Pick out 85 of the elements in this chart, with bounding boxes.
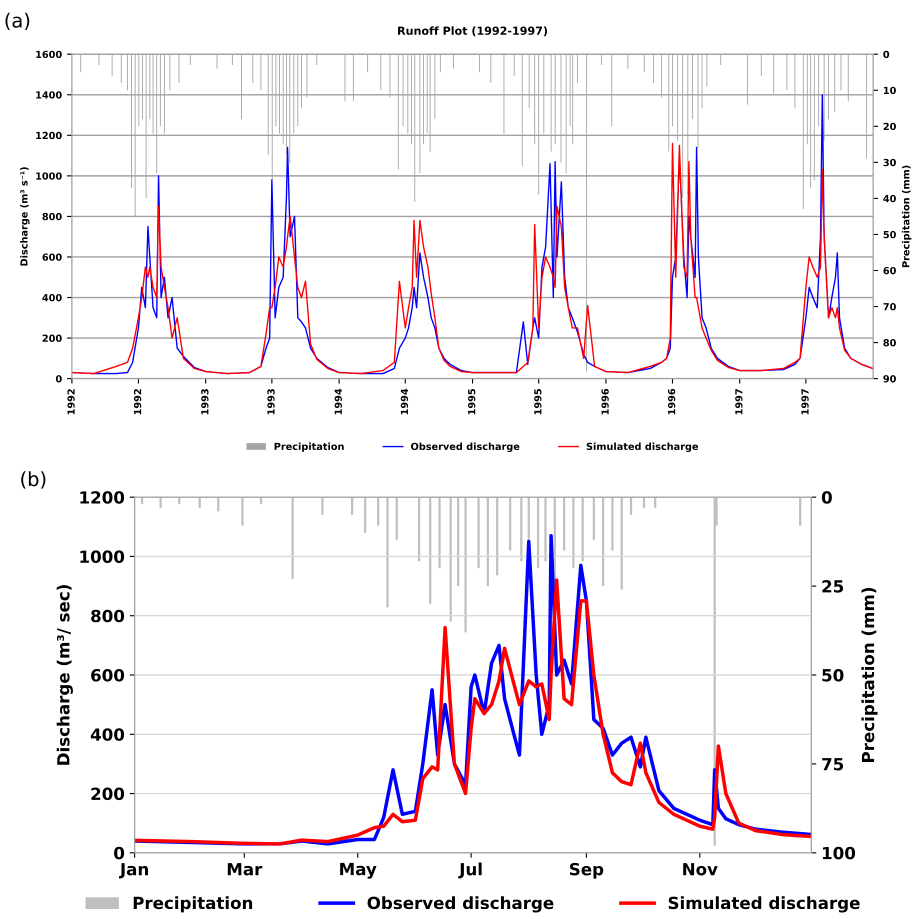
legend-label: Precipitation bbox=[134, 896, 252, 912]
x-tick-label: Sep bbox=[570, 862, 604, 879]
x-tick-label: Jul bbox=[458, 862, 482, 879]
x-tick-label: 1995 bbox=[468, 389, 476, 414]
bar bbox=[292, 497, 294, 579]
bar bbox=[351, 497, 354, 515]
bar bbox=[178, 497, 180, 504]
line-series bbox=[72, 142, 874, 374]
bar bbox=[554, 497, 556, 583]
bar bbox=[486, 497, 489, 586]
y2-tick-label: 0 bbox=[822, 491, 832, 504]
y-tick-label: 400 bbox=[90, 728, 124, 741]
x-tick-label: Jan bbox=[119, 863, 148, 879]
x-tick-label: 1992 bbox=[67, 389, 75, 414]
y-tick-label: 800 bbox=[42, 212, 62, 220]
y-tick-label: 600 bbox=[91, 668, 124, 682]
x-tick-label: 1996 bbox=[668, 388, 676, 414]
y2-tick-label: 50 bbox=[884, 230, 896, 238]
y2-tick-label: 30 bbox=[884, 158, 896, 166]
text: (a) bbox=[5, 12, 30, 30]
x-tick-label: 1997 bbox=[735, 389, 743, 414]
y-tick-label: 200 bbox=[42, 334, 62, 342]
bar bbox=[592, 497, 595, 540]
legend-label: Observed discharge bbox=[411, 442, 520, 452]
y-tick-label: 1200 bbox=[36, 132, 62, 140]
x-tick-label: 1993 bbox=[267, 389, 275, 414]
legend-label: Simulated discharge bbox=[668, 896, 860, 913]
bar bbox=[620, 497, 623, 590]
y2-tick-label: 100 bbox=[822, 846, 856, 860]
x-tick-label: Nov bbox=[683, 863, 718, 876]
y-tick-label: 800 bbox=[91, 610, 124, 622]
y-tick-label: 600 bbox=[42, 253, 62, 261]
y2-tick-label: 0 bbox=[883, 50, 890, 58]
y2-axis-title: Precipitation (mm) bbox=[861, 588, 878, 762]
y-tick-label: 400 bbox=[42, 294, 62, 302]
x-tick-label: 1992 bbox=[134, 389, 142, 414]
y-tick-label: 200 bbox=[91, 788, 124, 800]
y-tick-label: 1000 bbox=[80, 550, 124, 564]
bar bbox=[377, 497, 380, 526]
y-tick-label: 0 bbox=[56, 375, 62, 382]
x-tick-label: 1997 bbox=[801, 389, 809, 414]
bar bbox=[198, 497, 201, 508]
y2-tick-label: 90 bbox=[883, 375, 896, 382]
y-axis-title: Discharge (m³/ sec) bbox=[56, 585, 73, 765]
legend-label: Precipitation bbox=[274, 442, 344, 452]
y-tick-label: 1000 bbox=[36, 172, 62, 180]
bar bbox=[217, 497, 220, 512]
x-tick-label: 1994 bbox=[334, 388, 342, 414]
x-tick-label: May bbox=[340, 862, 376, 879]
y-tick-label: 1400 bbox=[36, 91, 62, 99]
y2-tick-label: 50 bbox=[822, 668, 844, 682]
y2-tick-label: 20 bbox=[884, 122, 896, 130]
bar bbox=[528, 497, 530, 540]
bar bbox=[450, 497, 452, 622]
y2-tick-label: 25 bbox=[822, 580, 844, 593]
x-tick-label: 1995 bbox=[534, 389, 542, 414]
y-tick-label: 1600 bbox=[36, 50, 62, 58]
bar bbox=[429, 497, 432, 604]
bar bbox=[396, 497, 398, 540]
bar bbox=[496, 497, 498, 576]
x-tick-label: 1994 bbox=[400, 388, 408, 414]
bar bbox=[364, 497, 366, 533]
x-tick-label: 1996 bbox=[601, 388, 609, 414]
y2-tick-label: 70 bbox=[884, 303, 896, 310]
x-tick-label: 1993 bbox=[201, 389, 209, 414]
y2-tick-label: 40 bbox=[883, 194, 896, 202]
bar bbox=[799, 497, 802, 526]
bar bbox=[509, 497, 512, 551]
y2-tick-label: 80 bbox=[883, 339, 896, 346]
y2-axis-title: Precipitation (mm) bbox=[902, 166, 912, 268]
y2-tick-label: 75 bbox=[822, 758, 844, 770]
y-tick-label: 1200 bbox=[80, 491, 124, 504]
text: (b) bbox=[21, 471, 46, 489]
y2-tick-label: 10 bbox=[884, 86, 896, 94]
bar bbox=[654, 497, 656, 508]
bar bbox=[520, 497, 522, 562]
x-tick-label: Mar bbox=[228, 863, 262, 876]
bar bbox=[160, 497, 162, 508]
y-tick-label: 0 bbox=[114, 846, 124, 860]
bar bbox=[582, 497, 584, 562]
legend-label: Observed discharge bbox=[368, 896, 554, 913]
y2-tick-label: 60 bbox=[883, 266, 896, 274]
chart-title: Runoff Plot (1992-1997) bbox=[398, 26, 548, 36]
y-axis-title: Discharge (m³ s⁻¹) bbox=[20, 167, 30, 266]
legend-label: Simulated discharge bbox=[586, 442, 698, 452]
